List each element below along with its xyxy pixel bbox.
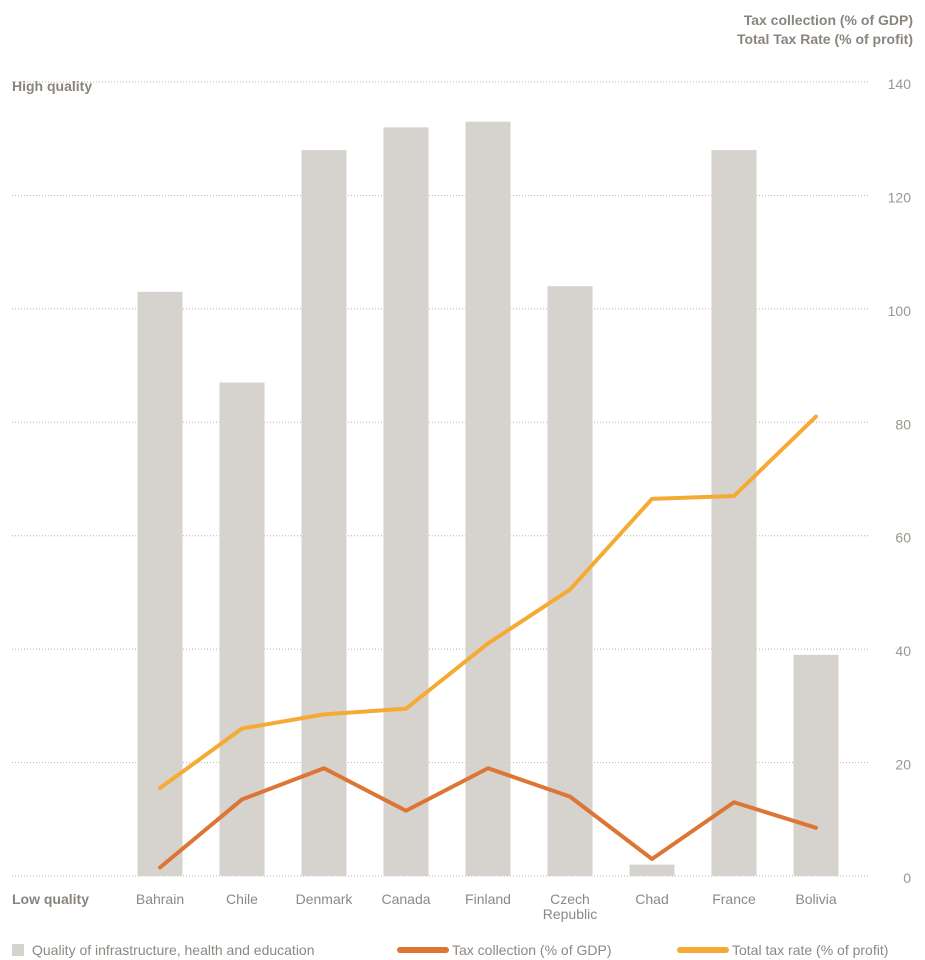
legend-label-quality: Quality of infrastructure, health and ed… — [32, 942, 315, 958]
category-label: Chile — [226, 891, 258, 907]
legend-label-total-tax-rate: Total tax rate (% of profit) — [732, 942, 888, 958]
y-tick-label: 20 — [895, 757, 911, 773]
category-label: Finland — [465, 891, 511, 907]
category-labels: Bahrain Chile Denmark Canada Finland Czech Rep… — [136, 891, 837, 922]
y-tick-labels: 0 20 40 60 80 100 120 140 — [888, 76, 912, 886]
bar — [547, 286, 593, 877]
low-quality-label: Low quality — [12, 891, 89, 907]
y-tick-label: 140 — [888, 76, 912, 92]
category-label: Bahrain — [136, 891, 184, 907]
bar — [793, 654, 839, 876]
bar — [465, 121, 511, 876]
category-label: Czech Republic — [543, 891, 597, 922]
category-label: Denmark — [296, 891, 354, 907]
bar — [629, 864, 675, 876]
series-lines — [158, 414, 818, 870]
category-label: France — [712, 891, 756, 907]
category-label: Bolivia — [795, 891, 836, 907]
y-tick-label: 80 — [895, 416, 911, 432]
y-tick-label: 40 — [895, 643, 911, 659]
right-axis-title-1: Tax collection (% of GDP) — [744, 12, 913, 28]
legend-label-tax-collection: Tax collection (% of GDP) — [452, 942, 612, 958]
legend-swatch-quality — [12, 944, 24, 956]
y-tick-label: 120 — [888, 189, 912, 205]
y-tick-label: 100 — [888, 303, 912, 319]
legend: Quality of infrastructure, health and ed… — [12, 942, 888, 958]
category-label: Chad — [635, 891, 668, 907]
bar — [383, 127, 429, 876]
y-tick-label: 60 — [895, 530, 911, 546]
bar — [301, 150, 347, 877]
tax-collection-line — [158, 766, 818, 870]
bars — [137, 121, 839, 877]
total-tax-rate-line — [158, 414, 818, 791]
right-axis-title-2: Total Tax Rate (% of profit) — [737, 31, 913, 47]
category-label: Canada — [381, 891, 430, 907]
bar — [711, 150, 757, 877]
y-tick-label: 0 — [903, 870, 911, 886]
high-quality-label: High quality — [12, 78, 92, 94]
